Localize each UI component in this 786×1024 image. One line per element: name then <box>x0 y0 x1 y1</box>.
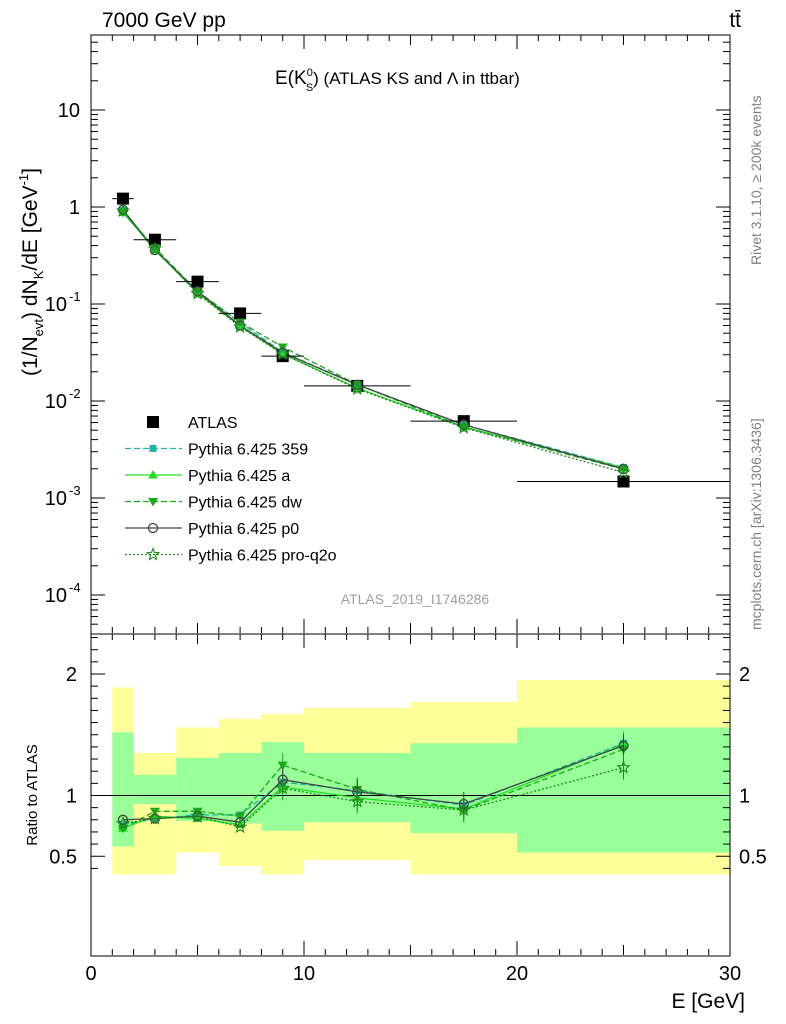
ratio-ytick-label-0: 2 <box>66 664 77 686</box>
main-point-4-6 <box>458 419 469 430</box>
ratio-point-4-6 <box>456 802 471 817</box>
ratio-point-2-3 <box>235 812 246 822</box>
band-stat-1 <box>133 774 177 805</box>
main-ytick-label-5: 10 <box>45 585 67 607</box>
header-right: tt̄ <box>729 9 741 32</box>
ratio-point-2-0 <box>117 824 128 834</box>
ratio-ytick-label-1: 1 <box>66 786 77 808</box>
main-point-0-7 <box>617 475 630 488</box>
main-point-5-0 <box>115 203 131 218</box>
main-point-0-2 <box>191 275 204 288</box>
main-line-3 <box>122 211 624 470</box>
ratio-y-axis-label: Ratio to ATLAS <box>24 744 41 845</box>
main-point-3-5 <box>352 380 363 390</box>
header-left: 7000 GeV pp <box>102 9 226 32</box>
main-point-4-1 <box>149 244 161 256</box>
legend: ATLAS Pythia 6.425 359 Pythia 6.425 a Pythi… <box>125 415 337 565</box>
main-point-5-7 <box>616 464 631 479</box>
main-point-0-3 <box>234 307 247 320</box>
ratio-line-4 <box>122 766 624 828</box>
ratio-point-4-0 <box>115 815 131 830</box>
ratio-ytick-label-right-2: 0.5 <box>739 846 767 868</box>
main-point-5-5 <box>350 381 365 396</box>
ratio-uncertainty-bands <box>112 680 730 875</box>
ratio-line-2 <box>122 748 624 829</box>
main-line-5 <box>122 210 624 474</box>
ratio-point-3-7 <box>618 740 629 751</box>
ratio-ytick-label-right-1: 1 <box>739 786 750 808</box>
main-point-5-1 <box>147 241 163 255</box>
legend-label-2: Pythia 6.425 a <box>188 468 290 485</box>
ratio-point-4-4 <box>275 780 290 795</box>
main-ytick-label-4: 10 <box>45 488 67 510</box>
legend-label-3: Pythia 6.425 dw <box>188 495 302 512</box>
analysis-watermark: ATLAS_2019_I1746286 <box>341 591 490 607</box>
axis-ticks <box>90 35 731 955</box>
main-point-5-2 <box>190 286 205 300</box>
legend-marker-2 <box>148 470 158 479</box>
ratio-point-3-0 <box>117 814 129 825</box>
main-ytick-exp-4: -3 <box>69 483 81 498</box>
ratio-series <box>115 731 631 834</box>
legend-label-0: ATLAS <box>188 415 238 432</box>
main-point-5-6 <box>456 420 471 434</box>
ratio-line-3 <box>122 745 624 823</box>
band-stat-0 <box>112 732 134 847</box>
plot-title: E(K0 S) (ATLAS KS and Λ in ttbar) <box>275 67 520 94</box>
main-point-4-5 <box>352 379 363 390</box>
xtick-label-0: 0 <box>85 963 96 985</box>
mcplots-label: mcplots.cern.ch [arXiv:1306.3436] <box>748 418 764 630</box>
main-point-4-7 <box>618 463 629 475</box>
main-point-0-1 <box>148 233 161 246</box>
ratio-ytick-label-right-0: 2 <box>739 664 750 686</box>
legend-marker-5 <box>145 546 161 561</box>
ratio-line-1 <box>122 743 624 829</box>
main-ytick-label-1: 1 <box>69 197 80 219</box>
main-series <box>112 192 730 488</box>
main-ytick-exp-3: -2 <box>69 386 81 401</box>
main-point-3-3 <box>235 318 246 328</box>
ratio-ytick-label-2: 0.5 <box>49 846 77 868</box>
xtick-label-3: 30 <box>719 963 741 985</box>
legend-label-1: Pythia 6.425 359 <box>188 442 308 459</box>
legend-label-4: Pythia 6.425 p0 <box>188 521 299 538</box>
ratio-point-4-7 <box>616 760 631 774</box>
legend-marker-4 <box>147 522 159 534</box>
ratio-point-4-3 <box>232 819 248 834</box>
x-axis-label: E [GeV] <box>671 990 745 1013</box>
main-ytick-label-2: 10 <box>45 294 67 316</box>
xtick-label-1: 10 <box>293 963 315 985</box>
legend-marker-0 <box>147 416 159 428</box>
ratio-point-4-5 <box>350 794 365 808</box>
legend-marker-3 <box>148 498 158 507</box>
main-point-0-0 <box>116 192 129 205</box>
rivet-label: Rivet 3.1.10, ≥ 200k events <box>748 95 764 265</box>
main-plot-frame <box>90 34 731 635</box>
main-y-axis-label: (1/Nevt) dNK/dE [GeV-1] <box>16 168 46 376</box>
main-point-3-2 <box>192 287 203 297</box>
ratio-point-4-1 <box>147 811 163 825</box>
main-ytick-label-3: 10 <box>45 391 67 413</box>
legend-marker-1 <box>149 445 157 452</box>
xtick-label-2: 20 <box>506 963 528 985</box>
main-point-3-7 <box>618 465 629 475</box>
main-ytick-label-0: 10 <box>58 100 80 122</box>
ratio-point-4-2 <box>190 808 205 823</box>
main-ytick-exp-5: -4 <box>69 580 81 595</box>
main-point-5-3 <box>233 319 248 334</box>
legend-label-5: Pythia 6.425 pro-q2o <box>188 548 337 565</box>
ratio-point-2-4 <box>277 761 288 771</box>
main-ytick-exp-2: -1 <box>69 289 81 304</box>
main-point-5-4 <box>275 346 290 361</box>
